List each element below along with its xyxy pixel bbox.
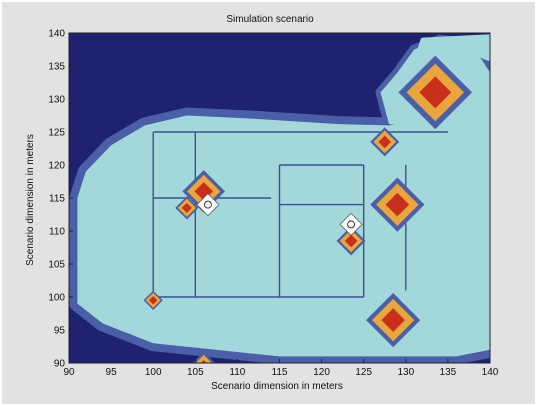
hotspot-core — [344, 234, 358, 248]
agent-marker-dot — [347, 220, 356, 229]
y-axis: 90 95 100 105 110 115 120 125 130 135 140 — [48, 29, 73, 370]
y-tick-label: 125 — [48, 128, 65, 139]
y-tick-label: 135 — [48, 62, 65, 73]
x-tick-label: 135 — [440, 367, 457, 378]
x-tick-label: 105 — [187, 367, 204, 378]
y-tick-label: 90 — [54, 359, 66, 370]
hotspot-core — [194, 182, 213, 201]
x-tick-label: 110 — [229, 367, 245, 378]
hotspot-core — [381, 308, 405, 332]
x-axis: 90 95 100 105 110 115 120 125 130 135 140 — [63, 359, 499, 378]
y-tick-label: 130 — [48, 95, 65, 106]
plot-area — [69, 33, 490, 363]
agent-marker-dot — [203, 200, 212, 209]
hotspot-core — [385, 192, 410, 217]
y-tick-label: 95 — [54, 326, 66, 337]
hotspot-core — [148, 296, 158, 305]
y-tick-label: 105 — [48, 260, 65, 271]
axes-frame — [68, 32, 491, 364]
x-axis-label: Scenario dimension in meters — [211, 381, 343, 392]
agent-marker — [196, 193, 220, 217]
x-tick-label: 140 — [482, 367, 499, 378]
x-tick-label: 130 — [397, 367, 414, 378]
hotspot-mid — [195, 354, 212, 363]
y-tick-label: 115 — [49, 194, 65, 205]
y-tick-label: 100 — [48, 293, 65, 304]
y-tick-label: 120 — [48, 161, 65, 172]
hotspot-core — [200, 359, 207, 363]
agent-marker — [339, 212, 363, 236]
x-tick-label: 125 — [355, 367, 372, 378]
x-tick-label: 115 — [272, 367, 288, 378]
hotspot-core — [378, 135, 392, 149]
y-tick-label: 140 — [48, 29, 65, 40]
y-tick-label: 110 — [49, 227, 65, 238]
x-tick-label: 100 — [145, 367, 162, 378]
x-tick-label: 120 — [313, 367, 330, 378]
chart-title: Simulation scenario — [226, 14, 314, 25]
x-tick-label: 95 — [106, 367, 118, 378]
y-axis-label: Scenario dimension in meters — [25, 134, 36, 266]
x-tick-label: 90 — [63, 367, 75, 378]
hotspot-core — [181, 202, 192, 213]
hotspot-core — [419, 76, 452, 109]
